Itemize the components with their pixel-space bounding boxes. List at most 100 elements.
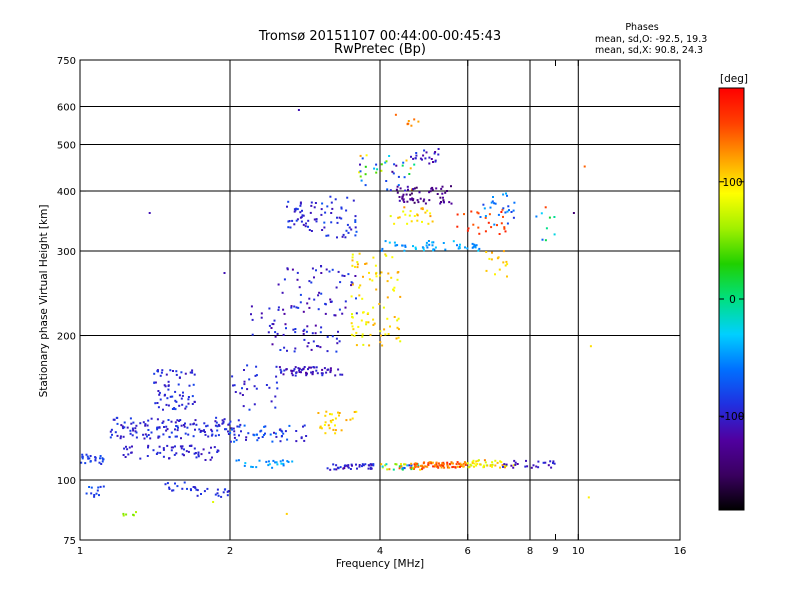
data-point bbox=[409, 466, 412, 469]
data-point bbox=[294, 209, 297, 212]
data-point bbox=[501, 464, 504, 467]
data-point bbox=[211, 430, 214, 433]
data-point bbox=[279, 349, 282, 351]
data-point bbox=[98, 494, 100, 497]
data-point bbox=[510, 464, 513, 467]
y-tick-label: 100 bbox=[57, 476, 76, 487]
data-point bbox=[320, 208, 323, 211]
data-point bbox=[489, 206, 492, 209]
data-point bbox=[356, 467, 358, 470]
data-point bbox=[308, 280, 311, 283]
data-point bbox=[101, 457, 104, 460]
data-point bbox=[234, 391, 237, 393]
data-point bbox=[407, 120, 410, 122]
x-tick-label: 6 bbox=[465, 546, 471, 557]
data-point bbox=[315, 269, 317, 272]
data-point bbox=[174, 482, 176, 485]
data-point bbox=[311, 332, 314, 335]
data-point bbox=[231, 428, 233, 431]
data-point bbox=[417, 465, 420, 468]
data-point bbox=[240, 430, 242, 433]
data-point bbox=[464, 461, 466, 464]
data-point bbox=[514, 461, 517, 464]
data-point bbox=[375, 288, 378, 291]
data-point bbox=[553, 233, 556, 236]
data-point bbox=[408, 214, 411, 217]
data-point bbox=[334, 314, 337, 317]
data-point bbox=[154, 381, 157, 384]
data-point bbox=[159, 398, 162, 401]
data-point bbox=[422, 249, 425, 252]
data-point bbox=[426, 246, 429, 249]
data-point bbox=[85, 453, 88, 456]
data-point bbox=[314, 332, 317, 335]
data-point bbox=[175, 370, 178, 373]
data-point bbox=[274, 335, 277, 338]
data-point bbox=[485, 251, 488, 253]
data-point bbox=[416, 214, 419, 217]
data-point bbox=[329, 298, 332, 301]
data-point bbox=[262, 434, 265, 436]
data-point bbox=[422, 247, 425, 250]
data-point bbox=[336, 216, 338, 219]
data-point bbox=[383, 328, 386, 331]
data-point bbox=[458, 245, 461, 248]
data-point bbox=[181, 487, 184, 490]
data-point bbox=[427, 463, 430, 466]
data-point bbox=[95, 492, 98, 495]
data-point bbox=[337, 270, 340, 273]
data-point bbox=[375, 275, 378, 278]
data-point bbox=[337, 330, 339, 333]
data-point bbox=[287, 200, 290, 203]
data-point bbox=[179, 445, 182, 448]
data-point bbox=[328, 270, 331, 273]
data-point bbox=[194, 486, 197, 489]
data-point bbox=[494, 273, 496, 276]
data-point bbox=[397, 216, 400, 219]
data-point bbox=[330, 221, 333, 224]
data-point bbox=[513, 201, 516, 204]
data-point bbox=[427, 240, 430, 242]
data-point bbox=[260, 312, 263, 315]
data-point bbox=[350, 228, 353, 231]
data-point bbox=[253, 385, 256, 388]
data-point bbox=[385, 254, 388, 257]
data-point bbox=[228, 422, 231, 425]
data-point bbox=[362, 275, 364, 278]
data-point bbox=[130, 422, 133, 425]
data-point bbox=[471, 460, 474, 463]
data-point bbox=[298, 286, 301, 289]
data-point bbox=[148, 212, 151, 214]
y-tick-label: 75 bbox=[63, 536, 76, 547]
data-point bbox=[400, 465, 403, 468]
data-point bbox=[450, 202, 453, 205]
data-point bbox=[222, 420, 225, 423]
data-point bbox=[432, 465, 435, 468]
data-point bbox=[368, 271, 370, 274]
data-point bbox=[341, 373, 344, 376]
data-point bbox=[214, 420, 217, 423]
data-point bbox=[191, 369, 194, 372]
data-point bbox=[345, 209, 348, 212]
data-point bbox=[537, 466, 540, 469]
data-point bbox=[129, 417, 132, 420]
data-point bbox=[93, 494, 96, 496]
data-point bbox=[384, 240, 387, 243]
data-point bbox=[167, 404, 170, 407]
x-tick-label: 8 bbox=[527, 546, 533, 557]
data-point bbox=[347, 273, 350, 276]
data-point bbox=[345, 419, 348, 422]
data-point bbox=[371, 279, 374, 282]
data-point bbox=[134, 430, 137, 433]
data-point bbox=[224, 428, 226, 431]
data-point bbox=[417, 201, 420, 204]
data-point bbox=[300, 220, 303, 223]
data-point bbox=[500, 211, 503, 213]
data-point bbox=[197, 453, 200, 456]
data-point bbox=[338, 340, 341, 343]
data-point bbox=[422, 154, 425, 157]
data-point bbox=[282, 462, 285, 465]
data-point bbox=[330, 212, 333, 214]
data-point bbox=[171, 489, 174, 492]
